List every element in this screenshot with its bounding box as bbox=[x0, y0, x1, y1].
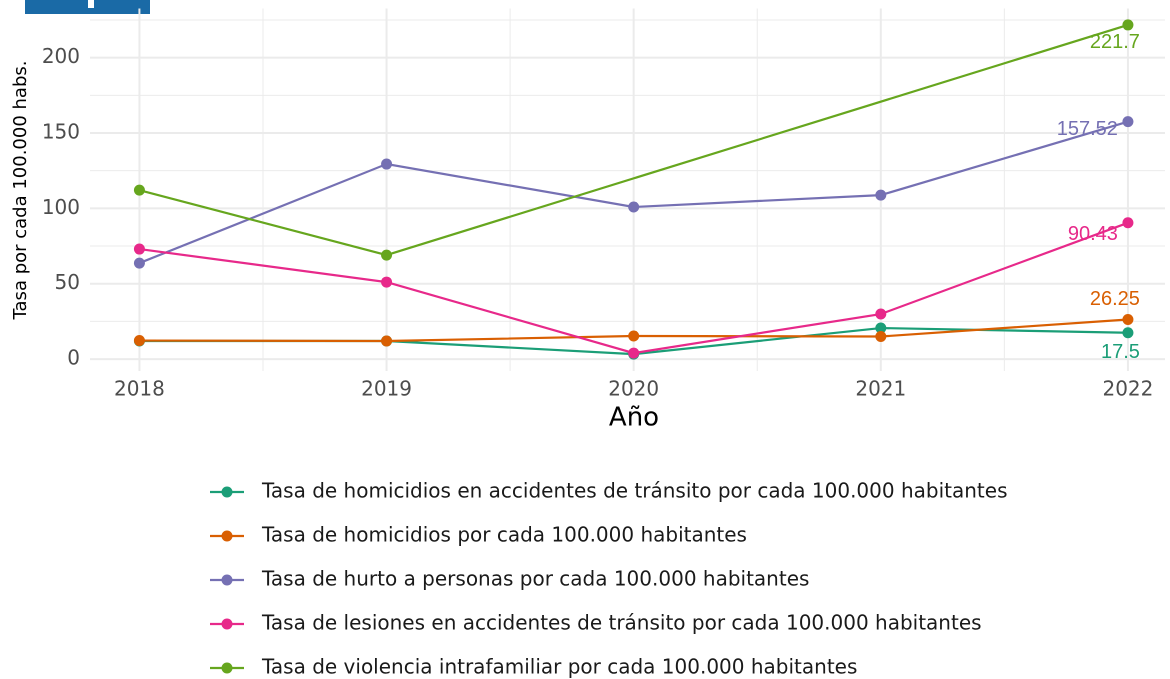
y-tick-label: 0 bbox=[67, 346, 80, 370]
y-tick-label: 150 bbox=[42, 120, 80, 144]
data-point bbox=[875, 322, 887, 334]
data-point bbox=[1122, 217, 1134, 229]
legend-text: Tasa de lesiones en accidentes de tránsi… bbox=[261, 611, 982, 635]
x-tick-label: 2019 bbox=[361, 377, 412, 401]
data-point bbox=[381, 276, 393, 288]
y-tick-label: 100 bbox=[42, 195, 80, 219]
value-label: 17.5 bbox=[1101, 341, 1140, 363]
value-label: 221.7 bbox=[1090, 31, 1140, 53]
x-axis-title: Año bbox=[609, 403, 659, 433]
legend-marker bbox=[221, 486, 233, 498]
y-axis-title: Tasa por cada 100.000 habs. bbox=[10, 61, 31, 321]
data-point bbox=[628, 201, 640, 213]
data-point bbox=[1122, 116, 1134, 128]
data-point bbox=[1122, 327, 1134, 339]
data-point bbox=[381, 335, 393, 347]
legend-marker bbox=[221, 662, 233, 674]
legend-marker bbox=[221, 618, 233, 630]
header-badge bbox=[25, 0, 150, 14]
legend-marker bbox=[221, 530, 233, 542]
x-tick-label: 2020 bbox=[608, 377, 659, 401]
data-point bbox=[133, 184, 145, 196]
data-point bbox=[133, 243, 145, 255]
data-point bbox=[133, 335, 145, 347]
legend-text: Tasa de violencia intrafamiliar por cada… bbox=[261, 655, 857, 679]
value-label: 90.43 bbox=[1068, 223, 1118, 245]
plot: 17.5 26.25 157.52 90.43 221.7 bbox=[133, 19, 1140, 363]
data-point bbox=[381, 158, 393, 170]
legend-text: Tasa de homicidios por cada 100.000 habi… bbox=[261, 523, 747, 547]
y-tick-label: 200 bbox=[42, 44, 80, 68]
data-point bbox=[133, 257, 145, 269]
data-point bbox=[628, 330, 640, 342]
data-point bbox=[875, 189, 887, 201]
value-label: 26.25 bbox=[1090, 288, 1140, 310]
data-point bbox=[875, 330, 887, 342]
y-tick-label: 50 bbox=[55, 270, 80, 294]
value-label: 157.52 bbox=[1057, 118, 1118, 140]
header-badge-icon bbox=[88, 0, 94, 8]
legend-text: Tasa de homicidios en accidentes de trán… bbox=[261, 479, 1008, 503]
legend-marker bbox=[221, 574, 233, 586]
data-point bbox=[1122, 19, 1134, 31]
x-tick-label: 2018 bbox=[114, 377, 165, 401]
data-point bbox=[381, 249, 393, 261]
x-tick-label: 2022 bbox=[1102, 377, 1153, 401]
data-point bbox=[628, 347, 640, 359]
legend-text: Tasa de hurto a personas por cada 100.00… bbox=[261, 567, 809, 591]
data-point bbox=[875, 308, 887, 320]
x-tick-label: 2021 bbox=[855, 377, 906, 401]
data-point bbox=[1122, 314, 1134, 326]
